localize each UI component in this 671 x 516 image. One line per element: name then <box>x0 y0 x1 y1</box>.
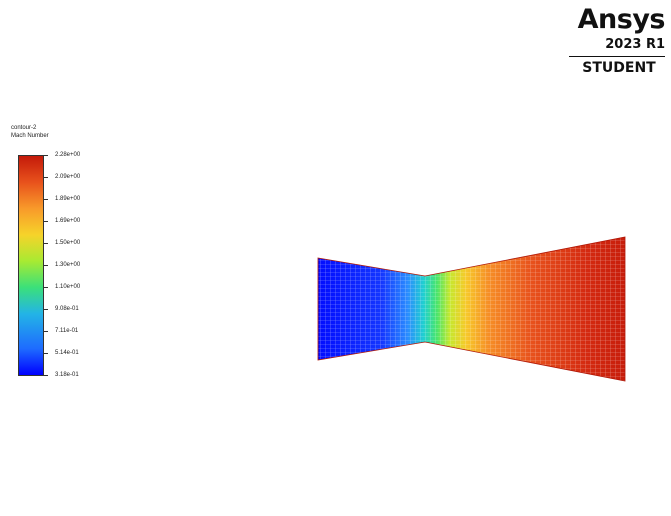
legend-tick-label: 9.08e-01 <box>55 306 79 312</box>
legend-tick-label: 1.69e+00 <box>55 218 81 224</box>
legend-tick-label: 1.89e+00 <box>55 196 81 202</box>
logo-brand: Ansys <box>577 4 666 35</box>
legend-tick-mark <box>44 375 48 376</box>
logo-version: 2023 R1 <box>605 37 665 52</box>
legend-tick-label: 2.28e+00 <box>55 152 81 158</box>
legend-colorbar[interactable] <box>18 155 44 376</box>
legend-tick-label: 7.11e-01 <box>55 328 79 334</box>
legend-tick-mark <box>44 309 48 310</box>
legend-title: contour-2 Mach Number <box>11 124 49 140</box>
nozzle-outline <box>317 236 626 382</box>
legend-tick-label: 1.10e+00 <box>55 284 81 290</box>
logo-divider <box>569 56 665 57</box>
legend-tick-mark <box>44 353 48 354</box>
legend-tick-mark <box>44 287 48 288</box>
legend-tick-label: 1.30e+00 <box>55 262 81 268</box>
ansys-logo: Ansys 2023 R1 STUDENT <box>569 4 666 76</box>
legend-tick-mark <box>44 199 48 200</box>
legend-tick-mark <box>44 155 48 156</box>
nozzle-contour-plot[interactable] <box>310 228 635 390</box>
legend-tick-mark <box>44 243 48 244</box>
legend-tick-label: 1.50e+00 <box>55 240 81 246</box>
legend-tick-mark <box>44 221 48 222</box>
legend-variable-name: Mach Number <box>11 133 49 139</box>
logo-edition: STUDENT <box>582 60 656 76</box>
legend-tick-mark <box>44 177 48 178</box>
legend-tick-label: 5.14e-01 <box>55 350 79 356</box>
legend-tick-mark <box>44 265 48 266</box>
legend-tick-label: 2.09e+00 <box>55 174 81 180</box>
legend-tick-label: 3.18e-01 <box>55 372 79 378</box>
nozzle-body <box>318 237 625 381</box>
legend-tick-mark <box>44 331 48 332</box>
legend-contour-name: contour-2 <box>11 125 37 131</box>
